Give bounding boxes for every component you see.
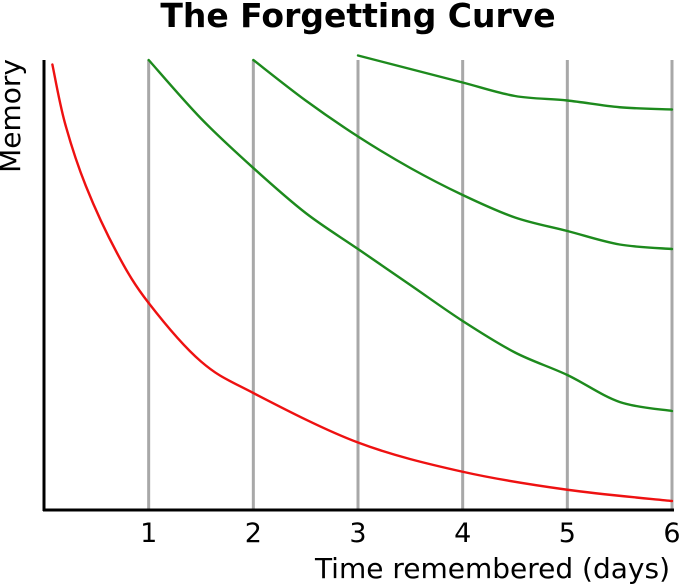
x-tick-label-6: 6 bbox=[663, 518, 680, 549]
review-curve-line-1 bbox=[147, 58, 674, 413]
chart-title: The Forgetting Curve bbox=[160, 0, 555, 35]
x-axis-label: Time remembered (days) bbox=[314, 552, 670, 584]
y-axis-label: Memory bbox=[0, 59, 27, 173]
curves bbox=[51, 54, 674, 503]
x-tick-label-1: 1 bbox=[140, 518, 157, 549]
gridlines bbox=[147, 60, 674, 510]
review-curve-line-3 bbox=[356, 54, 674, 111]
x-tick-labels: 1 2 3 4 5 6 bbox=[140, 518, 681, 549]
x-tick-label-5: 5 bbox=[559, 518, 576, 549]
x-tick-label-3: 3 bbox=[349, 518, 366, 549]
review-curve-line-2 bbox=[252, 58, 674, 251]
x-tick-label-2: 2 bbox=[245, 518, 262, 549]
x-tick-label-4: 4 bbox=[454, 518, 471, 549]
forgetting-curve-line bbox=[51, 63, 674, 503]
